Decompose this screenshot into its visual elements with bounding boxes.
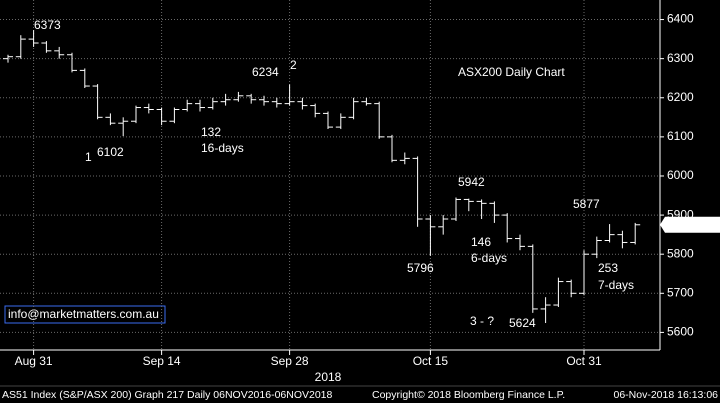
annotation: 16-days bbox=[201, 141, 244, 155]
footer-center: Copyright© 2018 Bloomberg Finance L.P. bbox=[372, 389, 565, 401]
footer-left: AS51 Index (S&P/ASX 200) Graph 217 Daily… bbox=[2, 389, 333, 401]
annotation: 1 bbox=[85, 150, 92, 164]
annotation: 6-days bbox=[471, 251, 507, 265]
annotation: 6373 bbox=[34, 18, 61, 32]
annotation: 253 bbox=[598, 261, 618, 275]
last-price-box bbox=[660, 216, 720, 233]
y-tick-label: 6200 bbox=[667, 90, 694, 104]
annotation: 7-days bbox=[598, 278, 634, 292]
watermark: info@marketmatters.com.au bbox=[8, 307, 159, 321]
watermark-box bbox=[4, 305, 166, 324]
annotation: 146 bbox=[471, 235, 491, 249]
y-tick-label: 6300 bbox=[667, 51, 694, 65]
y-tick-label: 6000 bbox=[667, 168, 694, 182]
annotation: 5942 bbox=[458, 175, 485, 189]
last-price-label: 5875.199 bbox=[667, 217, 717, 231]
y-tick-label: 5700 bbox=[667, 285, 694, 299]
annotation: 3 - ? bbox=[470, 314, 494, 328]
x-tick-label: Oct 15 bbox=[413, 354, 449, 368]
annotation: 2 bbox=[290, 58, 297, 72]
x-tick-label: Aug 31 bbox=[15, 354, 53, 368]
x-tick-label: Sep 28 bbox=[271, 354, 309, 368]
annotation: 5796 bbox=[407, 261, 434, 275]
x-tick-label: Oct 31 bbox=[566, 354, 602, 368]
y-tick-label: 5600 bbox=[667, 325, 694, 339]
annotation: 5624 bbox=[509, 316, 536, 330]
x-axis-label: 2018 bbox=[315, 370, 342, 384]
y-tick-label: 6400 bbox=[667, 12, 694, 26]
y-tick-label: 6100 bbox=[667, 129, 694, 143]
annotation: 6102 bbox=[97, 145, 124, 159]
footer-right: 06-Nov-2018 16:13:06 bbox=[614, 389, 719, 401]
chart-title: ASX200 Daily Chart bbox=[458, 65, 565, 79]
annotation: 5877 bbox=[573, 197, 600, 211]
x-tick-label: Sep 14 bbox=[143, 354, 181, 368]
annotation: 6234 bbox=[252, 65, 279, 79]
annotation: 132 bbox=[201, 125, 221, 139]
y-tick-label: 5800 bbox=[667, 246, 694, 260]
